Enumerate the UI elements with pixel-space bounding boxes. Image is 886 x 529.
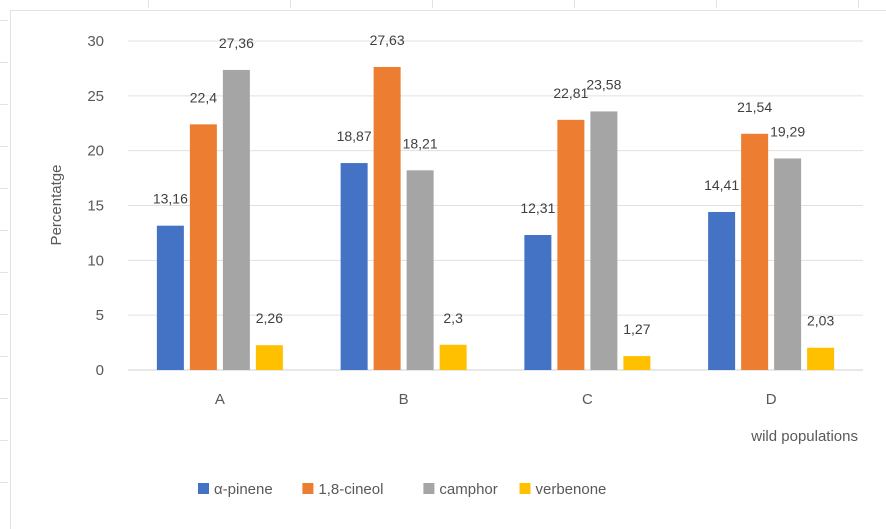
legend-label: verbenone bbox=[536, 481, 607, 498]
bar bbox=[439, 344, 467, 370]
legend-swatch bbox=[198, 483, 209, 494]
data-label: 22,81 bbox=[553, 85, 588, 101]
bars bbox=[156, 66, 835, 371]
data-label: 18,87 bbox=[337, 128, 372, 144]
y-tick-label: 15 bbox=[87, 198, 104, 215]
x-tick-label: A bbox=[215, 391, 225, 408]
x-axis-ticks: A B C D bbox=[215, 391, 777, 408]
data-label: 1,27 bbox=[623, 321, 650, 337]
bar bbox=[741, 133, 769, 370]
legend-swatch bbox=[519, 483, 531, 494]
y-tick-label: 5 bbox=[96, 307, 104, 324]
data-label: 27,63 bbox=[370, 32, 405, 48]
data-label: 21,54 bbox=[737, 99, 772, 115]
bar bbox=[623, 356, 651, 370]
bar bbox=[557, 119, 585, 370]
legend-label: α-pinene bbox=[214, 481, 273, 498]
bar bbox=[255, 345, 283, 370]
data-labels: 13,16 22,4 27,36 2,26 18,87 27,63 18,21 2,3 12,3… bbox=[153, 32, 835, 337]
legend-swatch bbox=[302, 483, 314, 494]
bar bbox=[708, 211, 736, 370]
y-tick-label: 0 bbox=[96, 362, 104, 379]
data-label: 12,31 bbox=[520, 200, 555, 216]
frame-top-border bbox=[10, 10, 886, 11]
bar bbox=[590, 111, 618, 370]
data-label: 2,26 bbox=[256, 310, 283, 326]
data-label: 23,58 bbox=[586, 76, 621, 92]
x-tick-label: B bbox=[399, 391, 409, 408]
y-axis-label: Percentatge bbox=[48, 165, 65, 246]
x-axis-label: wild populations bbox=[750, 428, 858, 445]
y-tick-label: 20 bbox=[87, 143, 104, 160]
bar bbox=[373, 66, 401, 370]
data-label: 27,36 bbox=[219, 35, 254, 51]
x-tick-label: C bbox=[582, 391, 593, 408]
legend: α-pinene 1,8-cineol camphor verbenone bbox=[198, 481, 606, 498]
bar bbox=[340, 163, 368, 370]
gridlines bbox=[128, 40, 863, 371]
y-tick-label: 25 bbox=[87, 88, 104, 105]
bar bbox=[156, 225, 184, 370]
data-label: 19,29 bbox=[770, 123, 805, 139]
bar bbox=[524, 235, 552, 370]
data-label: 2,03 bbox=[807, 313, 834, 329]
data-label: 13,16 bbox=[153, 191, 188, 207]
data-label: 14,41 bbox=[704, 177, 739, 193]
column-markers bbox=[0, 0, 886, 10]
legend-label: camphor bbox=[439, 481, 497, 498]
y-tick-label: 30 bbox=[87, 33, 104, 50]
legend-swatch bbox=[423, 483, 435, 494]
legend-label: 1,8-cineol bbox=[318, 481, 383, 498]
bar bbox=[222, 69, 250, 371]
y-axis-ticks: 0 5 10 15 20 25 30 bbox=[87, 33, 104, 379]
data-label: 18,21 bbox=[403, 135, 438, 151]
y-tick-label: 10 bbox=[87, 252, 104, 269]
frame-left-border bbox=[10, 10, 11, 529]
data-label: 22,4 bbox=[190, 89, 217, 105]
data-label: 2,3 bbox=[443, 310, 463, 326]
x-tick-label: D bbox=[766, 391, 777, 408]
bar bbox=[406, 170, 434, 370]
bar bbox=[807, 347, 835, 370]
bar bbox=[189, 124, 217, 370]
row-markers bbox=[0, 0, 10, 529]
bar bbox=[774, 158, 802, 370]
